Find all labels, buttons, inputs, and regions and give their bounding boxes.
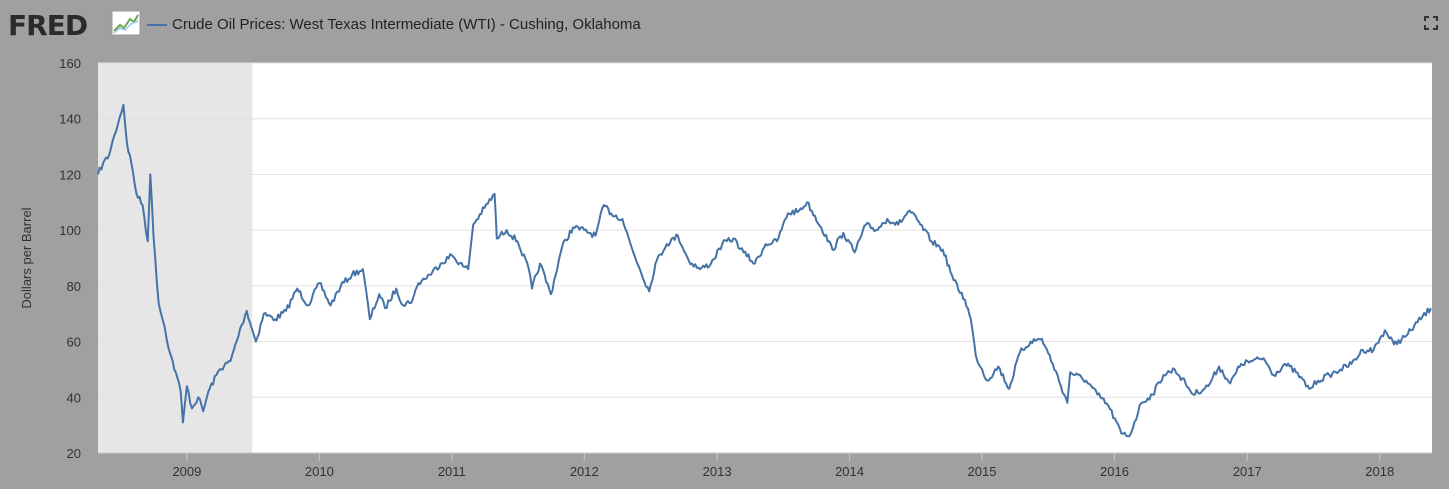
y-axis-ticks: 20 40 60 80 100 120 140 160 bbox=[59, 56, 81, 461]
x-axis-ticks: 2009 2010 2011 2012 2013 2014 2015 2016 2017 2018 bbox=[172, 453, 1394, 479]
plot-background bbox=[98, 63, 1432, 453]
fullscreen-icon[interactable] bbox=[1424, 16, 1438, 30]
y-tick-label: 140 bbox=[59, 112, 81, 127]
y-axis-label: Dollars per Barrel bbox=[19, 207, 34, 308]
x-tick-label: 2010 bbox=[305, 464, 334, 479]
gridlines bbox=[98, 62, 1432, 454]
x-tick-label: 2014 bbox=[835, 464, 864, 479]
x-tick-label: 2015 bbox=[968, 464, 997, 479]
x-tick-label: 2013 bbox=[703, 464, 732, 479]
x-tick-label: 2016 bbox=[1100, 464, 1129, 479]
x-tick-label: 2011 bbox=[438, 464, 466, 479]
y-tick-label: 100 bbox=[59, 223, 81, 238]
x-tick-label: 2009 bbox=[172, 464, 201, 479]
x-tick-label: 2018 bbox=[1365, 464, 1394, 479]
series-line-wti[interactable] bbox=[97, 103, 1432, 438]
y-tick-label: 80 bbox=[67, 279, 81, 294]
graph-icon bbox=[111, 10, 141, 36]
chart-header: FRED Crude Oil Prices: West Texas Interm… bbox=[0, 0, 1449, 52]
y-tick-label: 40 bbox=[67, 390, 81, 405]
y-tick-label: 60 bbox=[67, 335, 81, 350]
y-tick-label: 120 bbox=[59, 167, 81, 182]
x-tick-label: 2017 bbox=[1233, 464, 1262, 479]
y-tick-label: 160 bbox=[59, 56, 81, 71]
recession-band bbox=[98, 63, 253, 453]
legend-line-swatch bbox=[147, 24, 167, 26]
y-tick-label: 20 bbox=[67, 446, 81, 461]
x-tick-label: 2012 bbox=[570, 464, 599, 479]
fred-logo[interactable]: FRED bbox=[8, 9, 88, 42]
chart-title: Crude Oil Prices: West Texas Intermediat… bbox=[172, 16, 641, 33]
